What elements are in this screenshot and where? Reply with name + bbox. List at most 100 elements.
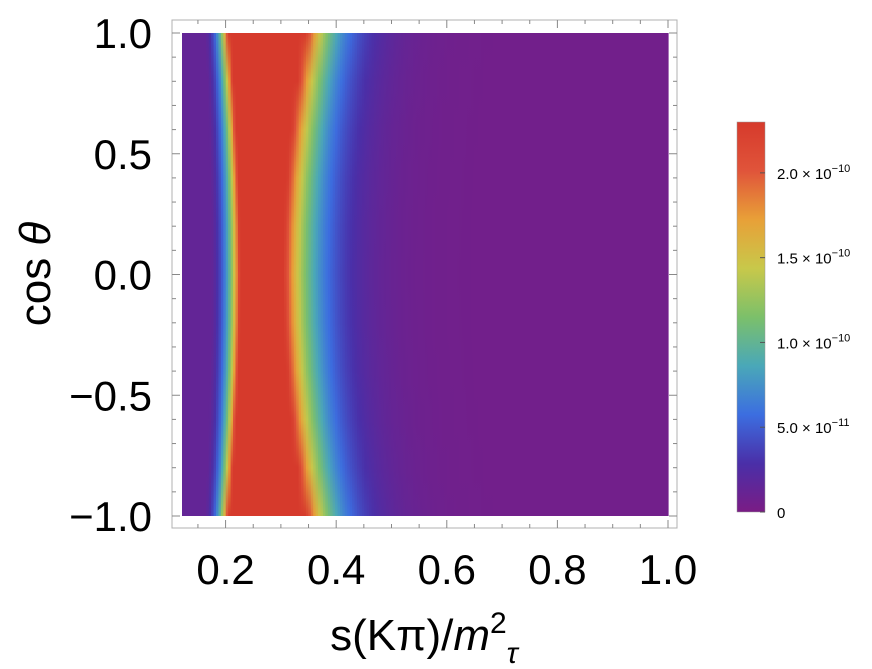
heat-cell-column [612, 33, 616, 516]
heat-cell-column [318, 33, 322, 516]
heat-cell-column [599, 33, 603, 516]
heat-cell-column [527, 33, 531, 516]
heat-cell-column [512, 33, 516, 516]
heat-cell-column [206, 33, 210, 516]
heat-cell-column [201, 33, 205, 516]
heat-cell-column [354, 33, 358, 516]
heat-cell-column [427, 33, 431, 516]
heat-cell-column [284, 33, 288, 516]
heat-cell-column [237, 33, 241, 516]
heat-cell-column [313, 33, 317, 516]
heat-cell-column [444, 33, 448, 516]
heat-cell-column [189, 33, 193, 516]
heat-cell-column [211, 33, 215, 516]
heat-cell-column [587, 33, 591, 516]
heat-cell-column [604, 33, 608, 516]
heat-cell-column [269, 33, 273, 516]
heat-cell-column [356, 33, 360, 516]
heat-cell-column [442, 33, 446, 516]
heat-cell-column [471, 33, 475, 516]
heat-cell-column [184, 33, 188, 516]
heat-cell-column [386, 33, 390, 516]
heat-cell-column [279, 33, 283, 516]
y-tick-label: 0.0 [94, 252, 152, 299]
heat-cell-column [665, 33, 669, 516]
heat-cell-column [522, 33, 526, 516]
heat-cell-column [213, 33, 217, 516]
heat-cell-column [459, 33, 463, 516]
heat-cell-column [216, 33, 220, 516]
heat-cell-column [626, 33, 630, 516]
heat-cell-column [293, 33, 297, 516]
heat-cell-column [199, 33, 203, 516]
heat-cell-column [490, 33, 494, 516]
heat-cell-column [631, 33, 635, 516]
heat-cell-column [410, 33, 414, 516]
heat-cell-column [233, 33, 237, 516]
y-tick-label: −0.5 [69, 372, 152, 419]
heat-cell-column [240, 33, 244, 516]
heat-cell-column [257, 33, 261, 516]
heat-cell-column [570, 33, 574, 516]
heat-cell-column [650, 33, 655, 516]
y-tick-labels: 1.0 0.5 0.0 −0.5 −1.0 [69, 10, 152, 540]
heat-cell-column [541, 33, 545, 516]
y-axis-label: cos θ [11, 222, 60, 327]
x-axis-label-sup: 2 [490, 607, 507, 640]
heat-cell-column [602, 33, 606, 516]
x-axis-label-base: s(Kπ)/ [330, 611, 454, 660]
heat-cell-column [551, 33, 555, 516]
heat-cell-column [463, 33, 467, 516]
heat-cell-column [393, 33, 397, 516]
heat-cell-column [322, 33, 326, 516]
heat-cell-column [607, 33, 611, 516]
heat-cell-column [252, 33, 256, 516]
heat-cell-column [446, 33, 450, 516]
heat-cell-column [339, 33, 343, 516]
heat-cell-column [398, 33, 402, 516]
heat-cell-column [507, 33, 511, 516]
heat-cell-column [335, 33, 339, 516]
heat-cell-column [425, 33, 429, 516]
heat-cell-column [194, 33, 198, 516]
heat-cell-column [609, 33, 613, 516]
heat-cell-column [619, 33, 623, 516]
heat-cell-column [405, 33, 409, 516]
heat-cell-column [361, 33, 365, 516]
heat-cell-column [276, 33, 280, 516]
heat-cell-column [575, 33, 579, 516]
heat-cell-column [315, 33, 319, 516]
heat-cell-column [548, 33, 552, 516]
heat-cell-column [250, 33, 254, 516]
heat-cell-column [633, 33, 638, 516]
heat-cell-column [568, 33, 572, 516]
x-axis-label: s(Kπ)/m2τ [330, 607, 520, 664]
heat-cell-column [245, 33, 249, 516]
heat-cell-column [223, 33, 227, 516]
heat-cell-column [274, 33, 278, 516]
heat-cell-column [291, 33, 295, 516]
heat-cell-column [595, 33, 599, 516]
heat-cell-column [616, 33, 620, 516]
heat-cell-column [590, 33, 594, 516]
heat-cell-column [225, 33, 229, 516]
heat-cell-column [186, 33, 190, 516]
heat-cell-column [456, 33, 460, 516]
colorbar-tick-label: 1.5 × 10−10 [777, 248, 850, 268]
heat-cell-column [454, 33, 458, 516]
y-tick-label: 1.0 [94, 10, 152, 57]
heat-cell-column [461, 33, 465, 516]
colorbar [736, 121, 766, 513]
y-tick-label: 0.5 [94, 131, 152, 178]
heat-cell-column [643, 33, 647, 516]
heat-cell-column [539, 33, 543, 516]
heat-cell-column [500, 33, 504, 516]
heat-cell-column [544, 33, 548, 516]
heat-cell-column [553, 33, 557, 516]
heat-cell-column [264, 33, 268, 516]
heat-cell-column [546, 33, 550, 516]
heat-cell-column [218, 33, 222, 516]
heat-cell-column [281, 33, 285, 516]
heat-cell-column [420, 33, 424, 516]
